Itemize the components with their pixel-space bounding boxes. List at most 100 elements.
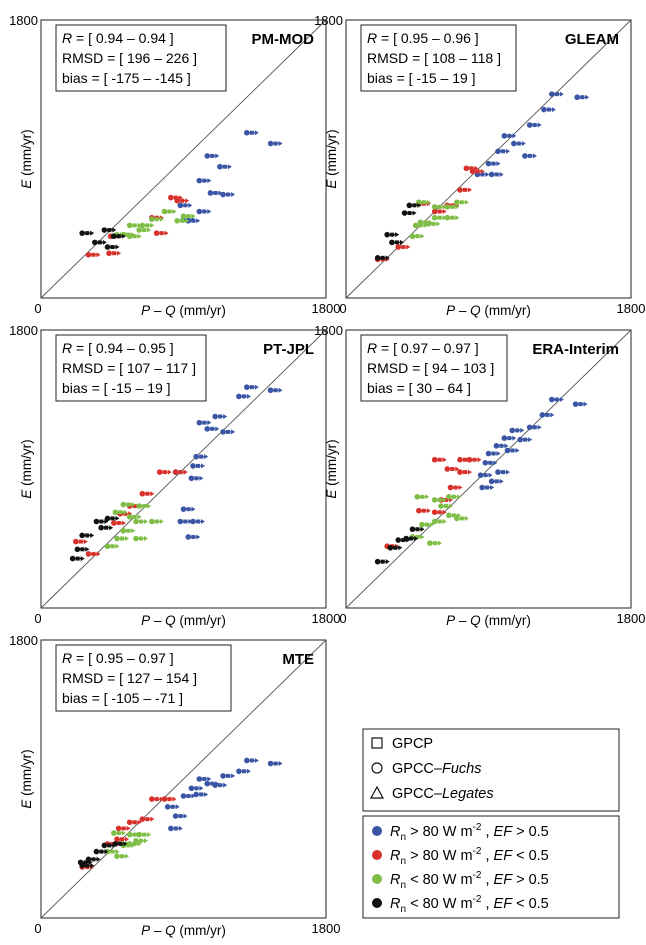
data-point-red [395, 244, 402, 250]
data-point-square-red [121, 826, 126, 831]
data-point-square-blue [532, 123, 537, 128]
data-point-blue [501, 435, 508, 441]
data-point-red [444, 466, 451, 472]
x-axis-label: P – Q (mm/yr) [446, 613, 531, 628]
data-point-triangle-black [385, 559, 390, 565]
data-point-square-blue [186, 507, 191, 512]
data-point-blue [509, 427, 516, 434]
data-point-square-green [186, 214, 191, 219]
stats-line-1: R = [ 0.97 – 0.97 ] [367, 340, 479, 356]
stats-line-2: RMSD = [ 107 – 117 ] [62, 360, 196, 376]
data-point-blue [517, 436, 523, 443]
data-point-triangle-blue [188, 202, 193, 208]
data-point-square-red [178, 470, 183, 475]
data-point-triangle-black [115, 244, 120, 250]
data-point-triangle-black [115, 515, 120, 521]
data-point-triangle-blue [207, 420, 212, 426]
data-point-triangle-black [96, 856, 101, 862]
data-point-blue [180, 506, 187, 512]
data-point-square-green [116, 831, 121, 836]
data-point-square-blue [183, 203, 188, 208]
data-point-blue [188, 785, 195, 792]
data-point-square-blue [488, 460, 493, 465]
data-point-square-blue [196, 519, 200, 524]
data-point-green [444, 214, 451, 221]
legend-dot-green [372, 874, 382, 884]
data-point-green [114, 535, 120, 542]
data-point-green [126, 831, 133, 838]
data-point-triangle-blue [246, 393, 251, 399]
data-point-square-blue [210, 426, 215, 431]
data-point-triangle-black [90, 532, 95, 538]
data-point-square-red [154, 797, 159, 802]
data-point-square-green [425, 522, 429, 527]
data-point-black [395, 537, 402, 543]
data-point-triangle-green [159, 216, 164, 222]
data-point-triangle-blue [207, 178, 212, 184]
data-point-blue [539, 412, 546, 418]
data-point-red [172, 469, 179, 475]
data-point-black [98, 524, 104, 531]
data-point-square-green [126, 528, 131, 533]
data-point-triangle-blue [196, 218, 201, 224]
data-point-blue [477, 472, 484, 478]
data-point-triangle-blue [191, 506, 196, 512]
data-point-blue [196, 419, 203, 426]
data-point-square-black [380, 255, 385, 260]
legend-marker-label: GPCC–Fuchs [392, 761, 481, 777]
data-point-triangle-red [183, 469, 188, 475]
data-point-green [412, 222, 419, 229]
stats-box-frame [55, 24, 227, 92]
data-point-triangle-red [468, 187, 472, 193]
data-point-green [431, 214, 438, 221]
data-point-black [93, 848, 100, 855]
data-point-square-green [132, 841, 137, 846]
data-point-triangle-red [125, 836, 129, 842]
data-point-square-black [116, 234, 121, 239]
data-point-green [419, 521, 425, 528]
data-point-triangle-red [477, 457, 482, 463]
data-point-triangle-green [455, 215, 460, 221]
data-point-square-blue [210, 781, 215, 786]
data-point-red [174, 197, 180, 204]
y-axis-label-text: E (mm/yr) [19, 129, 34, 188]
data-point-triangle-red [442, 209, 447, 215]
x-tick-min: 0 [339, 301, 346, 316]
data-point-square-blue [194, 786, 199, 791]
data-point-green [114, 853, 120, 860]
data-point-triangle-blue [496, 451, 501, 457]
stats-line-3: bias = [ -15 – 19 ] [367, 70, 476, 86]
data-point-blue [204, 780, 211, 787]
data-point-square-blue [523, 437, 528, 442]
x-tick-max: 1800 [617, 611, 646, 626]
data-point-blue [549, 396, 555, 403]
data-point-triangle-black [90, 230, 95, 236]
data-point-triangle-green [131, 232, 136, 238]
data-point-triangle-blue [520, 427, 525, 433]
data-point-square-red [167, 797, 172, 802]
x-tick-max: 1800 [312, 921, 341, 936]
data-point-triangle-blue [532, 153, 537, 159]
y-axis-label: E (mm/yr) [324, 129, 339, 188]
data-point-green [409, 233, 416, 240]
data-point-blue [526, 424, 533, 431]
stats-box: R = [ 0.94 – 0.94 ] RMSD = [ 196 – 226 ] b… [55, 24, 227, 92]
data-point-black [69, 555, 76, 562]
data-point-green [431, 497, 438, 503]
data-point-triangle-green [147, 503, 152, 509]
data-point-blue [244, 757, 250, 764]
stats-box: R = [ 0.94 – 0.95 ] RMSD = [ 107 – 117 ] b… [55, 334, 207, 402]
data-point-triangle-black [417, 202, 422, 208]
data-point-square-black [380, 559, 385, 564]
data-point-triangle-green [455, 204, 460, 210]
data-point-blue [549, 91, 555, 97]
data-points [69, 384, 283, 562]
data-point-red [161, 796, 168, 802]
data-point-triangle-blue [521, 141, 526, 147]
stats-box: R = [ 0.97 – 0.97 ] RMSD = [ 94 – 103 ] bi… [360, 334, 508, 402]
data-point-red [111, 520, 117, 526]
y-axis-label-text: E (mm/yr) [19, 749, 34, 808]
data-point-triangle-black [385, 255, 390, 261]
data-point-square-blue [483, 473, 488, 478]
data-point-black [93, 518, 100, 525]
